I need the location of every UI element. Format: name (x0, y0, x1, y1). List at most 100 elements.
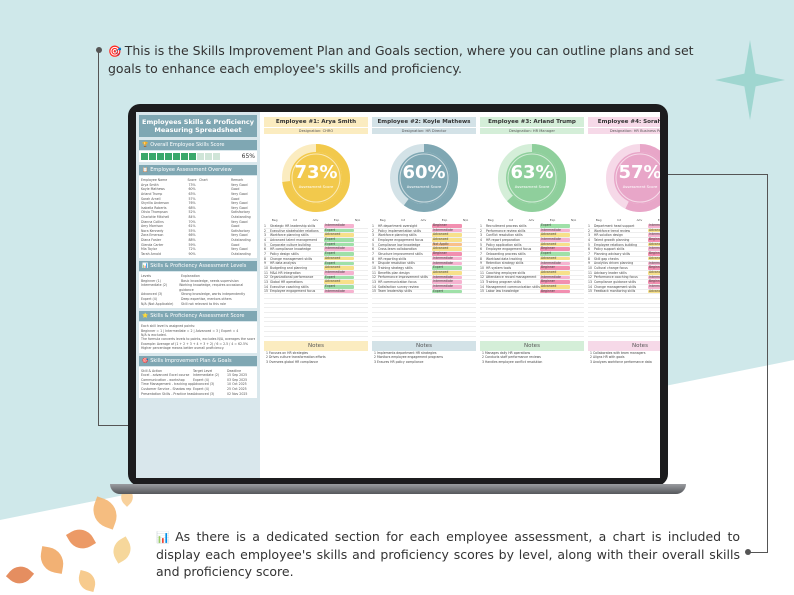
empty-skill-row[interactable] (264, 318, 368, 323)
skill-number: 15 (264, 289, 268, 294)
empty-skill-row[interactable] (264, 308, 368, 314)
skill-level[interactable]: Expert (540, 252, 570, 256)
skill-level[interactable]: Beginner (648, 266, 660, 270)
skill-level[interactable]: Advanced (432, 233, 462, 238)
skill-level[interactable]: Advanced (648, 270, 660, 275)
skill-level[interactable]: Intermediate (432, 284, 462, 289)
empty-skill-row[interactable] (588, 327, 660, 332)
skill-level[interactable]: Intermediate (324, 289, 354, 294)
empty-skill-row[interactable] (480, 327, 584, 332)
empty-skill-row[interactable] (480, 304, 584, 309)
skill-level[interactable]: Intermediate (648, 284, 660, 289)
skill-level[interactable]: Expert (324, 275, 354, 280)
skill-level[interactable]: Advanced (540, 242, 570, 247)
empty-skill-row[interactable] (588, 308, 660, 314)
skill-level[interactable]: Advanced (648, 242, 660, 247)
empty-skill-row[interactable] (264, 322, 368, 328)
skill-level[interactable]: Intermediate (432, 256, 462, 261)
skill-level[interactable]: Intermediate (648, 275, 660, 280)
empty-skill-row[interactable] (588, 313, 660, 318)
empty-skill-row[interactable] (480, 299, 584, 304)
legend-item: Adv (528, 218, 535, 222)
skill-level[interactable]: Advanced (540, 233, 570, 238)
empty-skill-row[interactable] (264, 313, 368, 318)
skill-level[interactable]: Expert (432, 266, 462, 270)
skill-level[interactable]: Beginner (540, 280, 570, 284)
skill-level[interactable]: Intermediate (648, 233, 660, 238)
empty-skill-row[interactable] (264, 304, 368, 309)
empty-skill-row[interactable] (588, 304, 660, 309)
skill-level[interactable]: Expert (324, 261, 354, 266)
skill-level[interactable]: Advanced (648, 289, 660, 294)
skill-level[interactable]: Intermediate (648, 223, 660, 228)
empty-skill-row[interactable] (372, 318, 476, 323)
skill-level[interactable]: Intermediate (324, 247, 354, 252)
skill-level[interactable]: Beginner (648, 280, 660, 284)
empty-skill-row[interactable] (264, 327, 368, 332)
empty-skill-row[interactable] (372, 308, 476, 314)
skill-level[interactable]: Intermediate (540, 228, 570, 233)
skill-level[interactable]: Intermediate (540, 261, 570, 266)
skill-level[interactable]: Expert (324, 242, 354, 247)
skill-level[interactable]: Intermediate (432, 228, 462, 233)
skill-level[interactable]: Advanced (648, 228, 660, 233)
empty-skill-row[interactable] (480, 332, 584, 337)
empty-skill-row[interactable] (372, 332, 476, 337)
skill-level[interactable]: Beginner (432, 252, 462, 256)
skill-level[interactable]: Expert (324, 228, 354, 233)
skill-level[interactable]: Beginner (432, 223, 462, 228)
skill-level[interactable]: Intermediate (648, 247, 660, 252)
skill-level[interactable]: Advanced (432, 247, 462, 252)
skill-level[interactable]: Intermediate (648, 261, 660, 266)
empty-skill-row[interactable] (588, 318, 660, 323)
empty-skill-row[interactable] (372, 327, 476, 332)
skill-level[interactable]: Advanced (648, 256, 660, 261)
skill-level[interactable]: Intermediate (540, 237, 570, 242)
skill-level[interactable]: Advanced (540, 270, 570, 275)
skill-level[interactable]: Beginner (540, 247, 570, 252)
skill-level[interactable]: Beginner (540, 289, 570, 294)
skill-level[interactable]: Advanced (324, 266, 354, 270)
empty-skill-row[interactable] (480, 322, 584, 328)
skill-level[interactable]: Advanced (324, 256, 354, 261)
skill-level[interactable]: Expert (432, 289, 462, 294)
skill-level[interactable]: Intermediate (324, 223, 354, 228)
empty-skill-row[interactable] (372, 322, 476, 328)
empty-skill-row[interactable] (480, 318, 584, 323)
empty-skill-row[interactable] (372, 294, 476, 299)
skill-level[interactable]: Advanced (324, 233, 354, 238)
skill-level[interactable]: Expert (540, 223, 570, 228)
skill-level[interactable]: Advanced (432, 237, 462, 242)
skill-level[interactable]: Beginner (648, 252, 660, 256)
skill-level[interactable]: Advanced (540, 256, 570, 261)
skill-level[interactable]: Expert (324, 252, 354, 256)
skill-level[interactable]: Not Applic (432, 242, 462, 247)
skill-level[interactable]: Intermediate (432, 275, 462, 280)
empty-skill-row[interactable] (372, 313, 476, 318)
empty-skill-row[interactable] (372, 299, 476, 304)
empty-skill-row[interactable] (588, 322, 660, 328)
skill-level[interactable]: Expert (324, 284, 354, 289)
skill-level[interactable]: Intermediate (432, 280, 462, 284)
skill-level[interactable]: Intermediate (540, 275, 570, 280)
empty-skill-row[interactable] (480, 313, 584, 318)
empty-skill-row[interactable] (264, 299, 368, 304)
skill-level[interactable]: Intermediate (432, 261, 462, 266)
empty-skill-row[interactable] (480, 294, 584, 299)
skill-level[interactable]: Intermediate (324, 270, 354, 275)
empty-skill-row[interactable] (264, 332, 368, 337)
plan-target: Expert (4) (193, 377, 209, 382)
skill-level[interactable]: Advanced (432, 270, 462, 275)
empty-skill-row[interactable] (372, 304, 476, 309)
skill-level[interactable]: Advanced (540, 284, 570, 289)
empty-skill-row[interactable] (588, 332, 660, 337)
skill-level[interactable]: Advanced (324, 280, 354, 284)
empty-skill-row[interactable] (588, 294, 660, 299)
skill-level[interactable]: Beginner (648, 237, 660, 242)
score-percentage: 57% (618, 162, 660, 183)
skill-level[interactable]: Expert (324, 237, 354, 242)
empty-skill-row[interactable] (480, 308, 584, 314)
empty-skill-row[interactable] (264, 294, 368, 299)
empty-skill-row[interactable] (588, 299, 660, 304)
skill-level[interactable]: Beginner (540, 266, 570, 270)
